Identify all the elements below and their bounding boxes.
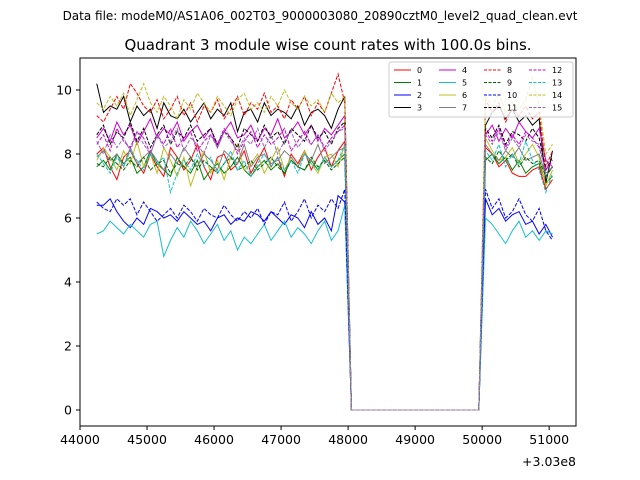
y-tick-label: 10 <box>56 83 72 98</box>
x-offset-label: +3.03e8 <box>522 454 576 469</box>
legend-label: 14 <box>552 91 562 100</box>
x-tick-label: 46000 <box>194 432 234 447</box>
axes-frame <box>79 57 577 427</box>
chart-suptitle: Data file: modeM0/AS1A06_002T03_90000030… <box>63 9 578 23</box>
legend-label: 5 <box>462 79 467 88</box>
legend-label: 7 <box>462 104 467 113</box>
legend-label: 8 <box>507 66 512 75</box>
y-tick-label: 4 <box>64 275 72 290</box>
series-line-11 <box>96 120 553 411</box>
chart-title: Quadrant 3 module wise count rates with … <box>124 36 531 54</box>
x-tick-label: 47000 <box>261 432 301 447</box>
x-axis: 44000 45000 46000 47000 48000 49000 50000 51000 <box>60 426 569 447</box>
x-tick-label: 48000 <box>328 432 368 447</box>
x-tick-label: 45000 <box>127 432 167 447</box>
y-axis: 0 2 4 6 8 10 <box>56 83 80 418</box>
series-line-15 <box>96 127 553 411</box>
legend-label: 10 <box>507 91 517 100</box>
series-line-14 <box>96 75 553 411</box>
x-tick-label: 44000 <box>60 432 100 447</box>
legend-label: 3 <box>417 104 422 113</box>
legend-label: 0 <box>417 66 422 75</box>
legend-label: 1 <box>417 79 422 88</box>
legend-label: 2 <box>417 91 422 100</box>
x-tick-label: 50000 <box>462 432 502 447</box>
legend-label: 12 <box>552 66 562 75</box>
y-tick-label: 2 <box>64 339 72 354</box>
legend-label: 9 <box>507 79 512 88</box>
legend-label: 13 <box>552 79 562 88</box>
y-tick-label: 0 <box>64 403 72 418</box>
legend-box <box>388 61 574 118</box>
series-line-2 <box>96 194 553 411</box>
legend-label: 11 <box>507 104 517 113</box>
legend-label: 15 <box>552 104 562 113</box>
legend-label: 6 <box>462 91 467 100</box>
x-tick-label: 51000 <box>529 432 569 447</box>
plot-area <box>96 72 554 411</box>
y-tick-label: 6 <box>64 211 72 226</box>
y-tick-label: 8 <box>64 147 72 162</box>
legend-label: 4 <box>462 66 467 75</box>
x-tick-label: 49000 <box>395 432 435 447</box>
